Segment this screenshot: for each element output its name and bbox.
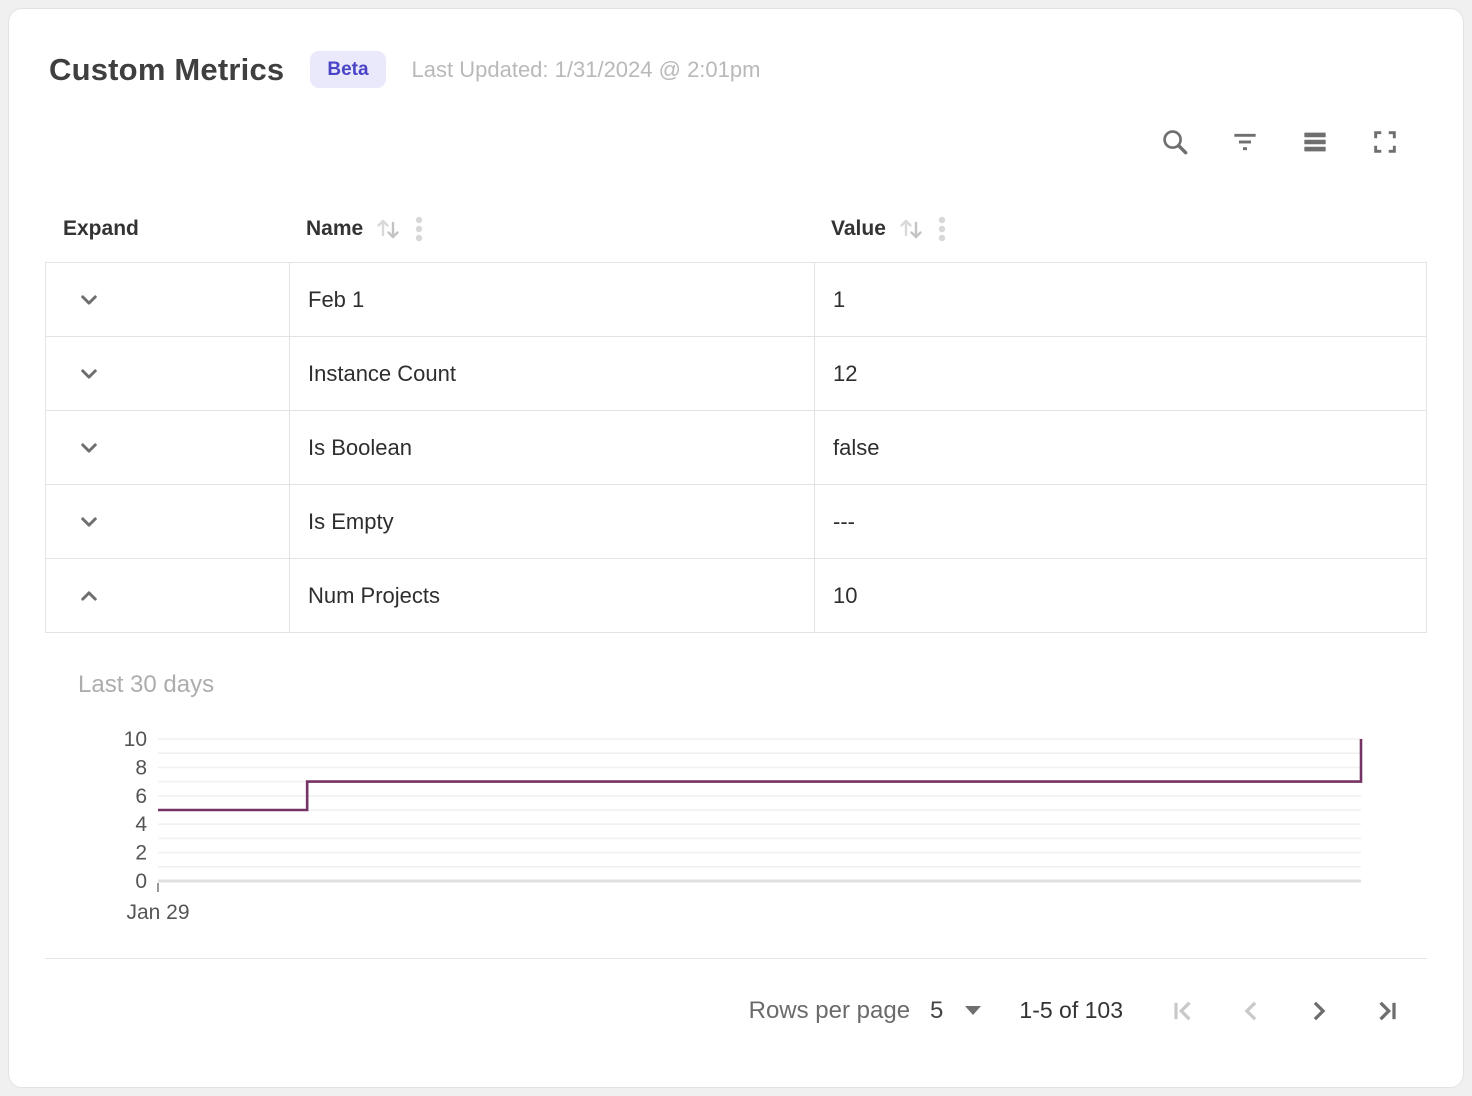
- grid-footer: Rows per page 5 1-5 of 103: [45, 958, 1427, 1062]
- metric-name-cell: Is Empty: [289, 485, 814, 558]
- last-updated-text: Last Updated: 1/31/2024 @ 2:01pm: [411, 56, 761, 82]
- metric-value-cell: ---: [814, 485, 1426, 558]
- svg-text:4: 4: [135, 813, 147, 836]
- column-menu-icon[interactable]: [936, 214, 948, 244]
- svg-text:Jan 29: Jan 29: [126, 901, 189, 924]
- chevron-down-icon: [81, 516, 97, 527]
- column-label-value: Value: [831, 217, 886, 240]
- svg-text:10: 10: [124, 728, 147, 751]
- search-icon: [1159, 126, 1191, 158]
- chevron-down-icon: [81, 294, 97, 305]
- expand-toggle-button[interactable]: [74, 357, 108, 391]
- chart-title: Last 30 days: [78, 671, 215, 698]
- filter-button[interactable]: [1229, 126, 1261, 158]
- chevron-down-icon: [965, 1006, 982, 1015]
- metric-name-cell: Is Boolean: [289, 411, 814, 484]
- grid-toolbar: [9, 124, 1401, 160]
- table-row: Is Empty ---: [46, 485, 1426, 559]
- expand-toggle-button[interactable]: [74, 505, 108, 539]
- metric-name-cell: Feb 1: [289, 263, 814, 336]
- rows-per-page-select[interactable]: 5: [930, 996, 982, 1025]
- expand-toggle-button[interactable]: [74, 431, 108, 465]
- table-body: Feb 1 1 Instance Count 12 Is Boolean fal…: [45, 262, 1427, 633]
- rows-per-page-label: Rows per page: [748, 996, 911, 1024]
- column-header-name[interactable]: Name: [288, 214, 813, 244]
- chevron-left-icon: [1237, 997, 1265, 1025]
- metric-chart-svg: 0 2 4 6 8 10 Jan 29: [124, 728, 1363, 924]
- column-header-expand: Expand: [45, 217, 288, 241]
- metric-value-cell: false: [814, 411, 1426, 484]
- first-page-icon: [1169, 997, 1197, 1025]
- expand-cell: [46, 485, 289, 558]
- metric-name-cell: Num Projects: [289, 559, 814, 632]
- rows-per-page-value: 5: [930, 996, 944, 1024]
- page-header: Custom Metrics Beta Last Updated: 1/31/2…: [9, 9, 1463, 88]
- data-grid: Expand Name: [45, 196, 1427, 1062]
- filter-icon: [1229, 126, 1261, 158]
- previous-page-button[interactable]: [1237, 997, 1265, 1025]
- svg-text:2: 2: [135, 842, 147, 865]
- search-button[interactable]: [1159, 126, 1191, 158]
- metric-value-cell: 12: [814, 337, 1426, 410]
- svg-text:8: 8: [135, 756, 147, 779]
- sort-icon[interactable]: [371, 214, 405, 244]
- chevron-up-icon: [81, 590, 97, 601]
- chevron-right-icon: [1305, 997, 1333, 1025]
- chevron-down-icon: [81, 442, 97, 453]
- fullscreen-button[interactable]: [1369, 126, 1401, 158]
- column-header-value[interactable]: Value: [813, 214, 1427, 244]
- last-page-button[interactable]: [1373, 997, 1401, 1025]
- pagination-range-label: 1-5 of 103: [1019, 997, 1123, 1023]
- density-button[interactable]: [1299, 126, 1331, 158]
- sort-icon[interactable]: [894, 214, 928, 244]
- chevron-down-icon: [81, 368, 97, 379]
- column-label-name: Name: [306, 217, 364, 240]
- detail-panel: Last 30 days 0 2 4 6 8 10 Jan 29: [45, 633, 1427, 958]
- table-header-row: Expand Name: [45, 196, 1427, 262]
- expand-toggle-button[interactable]: [74, 283, 108, 317]
- page-title: Custom Metrics: [49, 51, 285, 87]
- table-row: Is Boolean false: [46, 411, 1426, 485]
- beta-badge: Beta: [310, 51, 386, 88]
- table-row: Num Projects 10: [46, 559, 1426, 633]
- last-page-icon: [1373, 997, 1401, 1025]
- expand-toggle-button[interactable]: [74, 579, 108, 613]
- pager: [1169, 997, 1401, 1025]
- column-menu-icon[interactable]: [413, 214, 425, 244]
- metric-value-cell: 10: [814, 559, 1426, 632]
- expand-cell: [46, 411, 289, 484]
- expand-cell: [46, 559, 289, 632]
- density-icon: [1299, 126, 1331, 158]
- fullscreen-icon: [1369, 126, 1401, 158]
- table-row: Feb 1 1: [46, 263, 1426, 337]
- svg-text:6: 6: [135, 785, 147, 808]
- expand-cell: [46, 263, 289, 336]
- svg-text:0: 0: [135, 870, 147, 893]
- table-row: Instance Count 12: [46, 337, 1426, 411]
- next-page-button[interactable]: [1305, 997, 1333, 1025]
- first-page-button[interactable]: [1169, 997, 1197, 1025]
- expand-cell: [46, 337, 289, 410]
- metric-name-cell: Instance Count: [289, 337, 814, 410]
- custom-metrics-card: Custom Metrics Beta Last Updated: 1/31/2…: [8, 8, 1464, 1088]
- column-label-expand: Expand: [63, 217, 139, 240]
- metric-value-cell: 1: [814, 263, 1426, 336]
